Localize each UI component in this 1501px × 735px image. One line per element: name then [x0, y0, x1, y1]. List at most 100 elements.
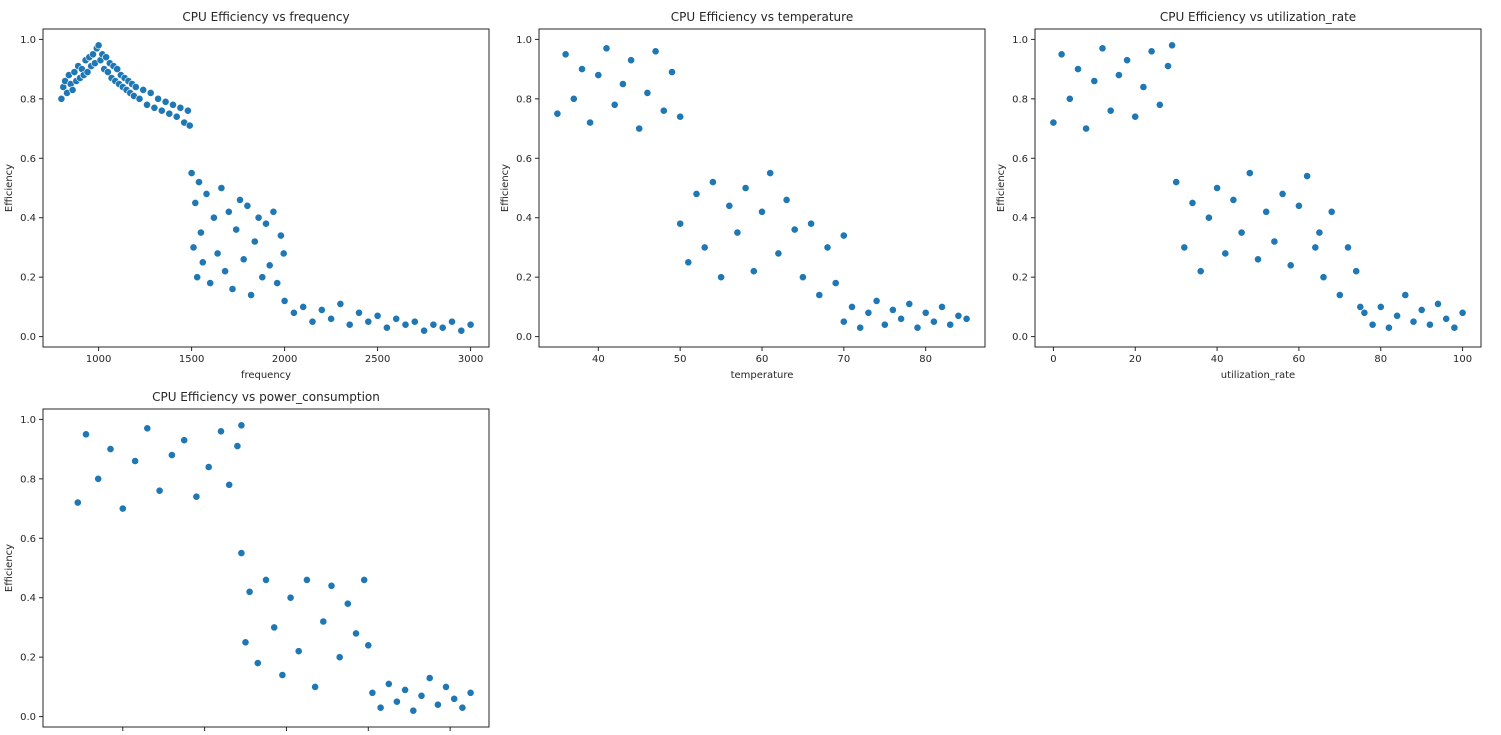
scatter-point: [221, 267, 229, 276]
scatter-point: [195, 178, 203, 186]
y-tick-label: 0.2: [1012, 273, 1028, 284]
scatter-point: [594, 71, 603, 79]
y-tick-label: 0.8: [1012, 94, 1028, 105]
scatter-point: [289, 308, 298, 317]
scatter-point: [317, 305, 326, 314]
scatter-point: [782, 195, 791, 204]
scatter-point: [161, 97, 170, 106]
scatter-point: [319, 617, 328, 626]
scatter-point: [243, 201, 252, 210]
scatter-point: [155, 486, 164, 495]
chart-panel-3: CPU Efficiency vs utilization_rate 0.0 0.2…: [996, 10, 1482, 381]
x-tick-label: 70: [837, 354, 850, 365]
y-tick-label: 0.0: [516, 332, 532, 343]
scatter-point: [176, 103, 185, 112]
scatter-point: [831, 279, 840, 287]
scatter-point: [1327, 207, 1336, 216]
scatter-point: [457, 326, 466, 335]
scatter-point: [1082, 124, 1090, 133]
scatter-point: [327, 314, 335, 323]
scatter-point: [70, 68, 79, 76]
scatter-point: [204, 463, 213, 471]
scatter-point: [438, 323, 447, 332]
scatter-point: [1131, 112, 1140, 121]
scatter-point: [1168, 41, 1176, 50]
scatter-point: [254, 213, 263, 222]
x-tick-label: 80: [1374, 354, 1387, 365]
y-tick-label: 0.8: [20, 94, 36, 105]
axes-frame: [42, 408, 490, 728]
scatter-point: [848, 302, 856, 311]
scatter-point: [1049, 118, 1058, 127]
scatter-point: [401, 686, 409, 694]
y-tick-label: 0.6: [20, 534, 36, 545]
y-tick-label: 0.4: [1012, 213, 1028, 224]
scatter-point: [627, 56, 635, 65]
x-tick-label: 60: [1293, 354, 1306, 365]
axes-frame: [1034, 28, 1482, 348]
scatter-point: [635, 124, 644, 133]
scatter-point: [150, 103, 159, 112]
y-tick-label: 0.0: [20, 712, 36, 723]
scatter-point: [864, 308, 873, 317]
scatter-point: [382, 323, 391, 332]
y-tick-label: 1.0: [1012, 35, 1028, 46]
scatter-point: [1417, 305, 1426, 314]
scatter-point: [278, 671, 287, 679]
scatter-point: [237, 421, 246, 430]
scatter-point: [1188, 198, 1197, 207]
scatter-point: [206, 279, 215, 287]
scatter-point: [1401, 291, 1410, 299]
scatter-point: [1164, 62, 1172, 70]
scatter-point: [1295, 201, 1303, 210]
scatter-points: [1049, 41, 1467, 332]
scatter-point: [154, 94, 162, 103]
scatter-point: [1352, 267, 1361, 276]
scatter-point: [790, 225, 799, 234]
scatter-point: [1172, 178, 1181, 186]
y-tick-label: 0.8: [516, 94, 532, 105]
scatter-point: [553, 109, 562, 118]
scatter-point: [733, 228, 742, 237]
scatter-point: [217, 184, 226, 192]
scatter-point: [1115, 71, 1123, 79]
chart-panel-4: CPU Efficiency vs power_consumption 0.0 0.…: [4, 390, 490, 731]
scatter-point: [327, 581, 336, 590]
y-tick-label: 1.0: [516, 35, 532, 46]
scatter-point: [1409, 317, 1418, 326]
scatter-point: [1385, 323, 1393, 332]
scatter-point: [217, 427, 225, 436]
scatter-point: [466, 320, 475, 329]
scatter-point: [610, 100, 619, 109]
scatter-point: [299, 302, 308, 311]
x-tick-label: 20: [1129, 354, 1142, 365]
scatter-point: [1426, 320, 1434, 329]
scatter-point: [183, 106, 192, 115]
scatter-point: [889, 305, 897, 314]
scatter-point: [1344, 243, 1352, 252]
scatter-point: [561, 50, 570, 59]
scatter-point: [345, 320, 354, 329]
scatter-point: [700, 243, 709, 252]
scatter-point: [815, 291, 824, 299]
scatter-point: [336, 299, 345, 308]
scatter-point: [157, 106, 166, 115]
scatter-point: [946, 320, 955, 329]
scatter-point: [233, 442, 242, 450]
scatter-point: [191, 198, 200, 207]
x-tick-label: 3000: [458, 354, 483, 365]
scatter-point: [676, 219, 685, 228]
chart-panel-1: CPU Efficiency vs frequency 0.0 0.2 0.4 0.6 0…: [4, 10, 490, 381]
scatter-point: [1213, 184, 1221, 192]
scatter-point: [429, 320, 438, 329]
scatter-point: [1196, 267, 1205, 276]
scatter-point: [373, 311, 382, 320]
scatter-point: [921, 308, 930, 317]
scatter-point: [856, 323, 865, 332]
scatter-point: [774, 249, 783, 258]
x-tick-label: 1000: [86, 354, 111, 365]
y-tick-label: 0.8: [20, 474, 36, 485]
scatter-point: [253, 659, 262, 667]
scatter-point: [187, 169, 196, 177]
